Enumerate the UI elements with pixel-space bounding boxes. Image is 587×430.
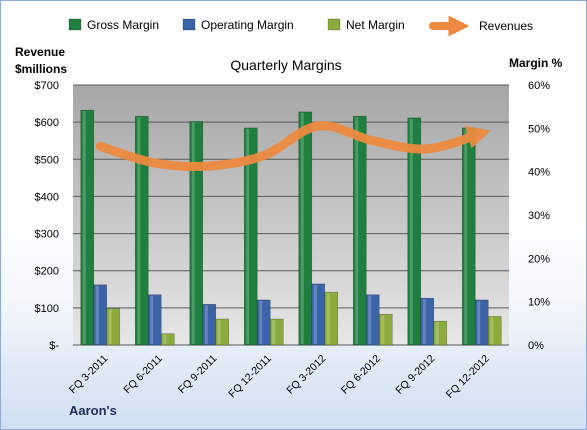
- revenue-line: [95, 121, 491, 171]
- footer-label: Aaron's: [69, 403, 117, 418]
- bar-operating-margin: [311, 283, 326, 346]
- bar-highlight: [204, 305, 208, 344]
- chart-title: Quarterly Margins: [230, 57, 341, 73]
- bar-net-margin: [487, 316, 502, 346]
- legend-swatch-operating-margin: [182, 18, 196, 31]
- revenue-series: [95, 121, 491, 171]
- bar-highlight: [490, 317, 494, 344]
- bar-operating-margin: [256, 299, 271, 346]
- bar-gross-margin: [243, 127, 258, 346]
- bar-gross-margin: [134, 115, 149, 346]
- left-axis-title-line1: Revenue: [15, 45, 65, 59]
- left-tick-label: $500: [35, 154, 59, 166]
- bar-highlight: [246, 128, 250, 344]
- bar-net-margin: [106, 308, 121, 346]
- right-tick-label: 30%: [528, 210, 550, 222]
- category-label: FQ 9-2012: [393, 353, 437, 397]
- legend-label: Revenues: [479, 19, 533, 33]
- left-axis-title-line2: $millions: [15, 62, 67, 76]
- right-tick-label: 60%: [528, 80, 550, 92]
- legend-label: Gross Margin: [87, 18, 159, 32]
- category-label: FQ 6-2012: [339, 353, 383, 397]
- bar-highlight: [191, 122, 195, 345]
- bar-highlight: [272, 320, 276, 344]
- category-label: FQ 6-2011: [121, 353, 165, 397]
- bar-gross-margin: [407, 117, 422, 346]
- bar-highlight: [477, 300, 481, 344]
- bar-net-margin: [160, 333, 175, 346]
- bar-highlight: [313, 284, 317, 344]
- bar-highlight: [326, 293, 330, 344]
- left-tick-label: $100: [35, 303, 59, 315]
- right-tick-label: 20%: [528, 253, 550, 265]
- bar-highlight: [259, 300, 263, 344]
- bar-highlight: [95, 285, 99, 344]
- bar-operating-margin: [202, 303, 217, 346]
- bar-net-margin: [433, 320, 448, 346]
- bar-highlight: [422, 299, 426, 344]
- bar-operating-margin: [365, 294, 380, 346]
- left-tick-label: $400: [35, 191, 59, 203]
- left-tick-label: $200: [35, 266, 59, 278]
- category-label: FQ 9-2011: [176, 353, 220, 397]
- legend-swatch-gross-margin: [68, 18, 82, 31]
- bar-highlight: [137, 117, 141, 344]
- left-tick-label: $700: [35, 80, 59, 92]
- category-label: FQ 3-2012: [284, 353, 328, 397]
- bar-gross-margin: [189, 121, 204, 346]
- right-tick-label: 50%: [528, 123, 550, 135]
- left-tick-label: $300: [35, 229, 59, 241]
- category-label: FQ 12-2011: [226, 353, 274, 401]
- bar-highlight: [409, 118, 413, 344]
- legend: Gross Margin Operating Margin Net Margin Re…: [68, 15, 533, 37]
- bar-net-margin: [215, 318, 230, 346]
- bar-net-margin: [324, 291, 339, 346]
- bar-gross-margin: [298, 111, 313, 346]
- right-axis-title: Margin %: [509, 56, 563, 70]
- bar-highlight: [108, 309, 112, 344]
- bar-highlight: [355, 117, 359, 344]
- bar-operating-margin: [93, 284, 108, 346]
- category-label: FQ 3-2011: [67, 353, 111, 397]
- bar-highlight: [464, 128, 468, 344]
- bar-highlight: [381, 315, 385, 344]
- right-tick-label: 40%: [528, 167, 550, 179]
- bar-net-margin: [378, 313, 393, 346]
- bar-operating-margin: [147, 294, 162, 346]
- bar-highlight: [217, 320, 221, 344]
- legend-label: Net Margin: [346, 18, 405, 32]
- bar-gross-margin: [80, 109, 95, 346]
- bar-highlight: [163, 334, 167, 344]
- right-tick-label: 10%: [528, 297, 550, 309]
- bar-operating-margin: [474, 299, 489, 346]
- bar-highlight: [435, 322, 439, 344]
- category-label: FQ 12-2012: [444, 353, 492, 401]
- left-tick-label: $-: [49, 340, 59, 352]
- left-tick-label: $600: [35, 117, 59, 129]
- legend-swatch-net-margin: [327, 18, 341, 31]
- bar-operating-margin: [420, 297, 435, 346]
- bar-highlight: [300, 112, 304, 344]
- right-tick-label: 0%: [528, 340, 544, 352]
- bar-highlight: [150, 295, 154, 344]
- bar-gross-margin: [461, 127, 476, 346]
- bar-highlight: [368, 295, 372, 344]
- bar-gross-margin: [352, 115, 367, 346]
- bar-net-margin: [269, 318, 284, 346]
- bar-series: [80, 109, 502, 346]
- legend-label: Operating Margin: [201, 18, 294, 32]
- bar-highlight: [82, 111, 86, 344]
